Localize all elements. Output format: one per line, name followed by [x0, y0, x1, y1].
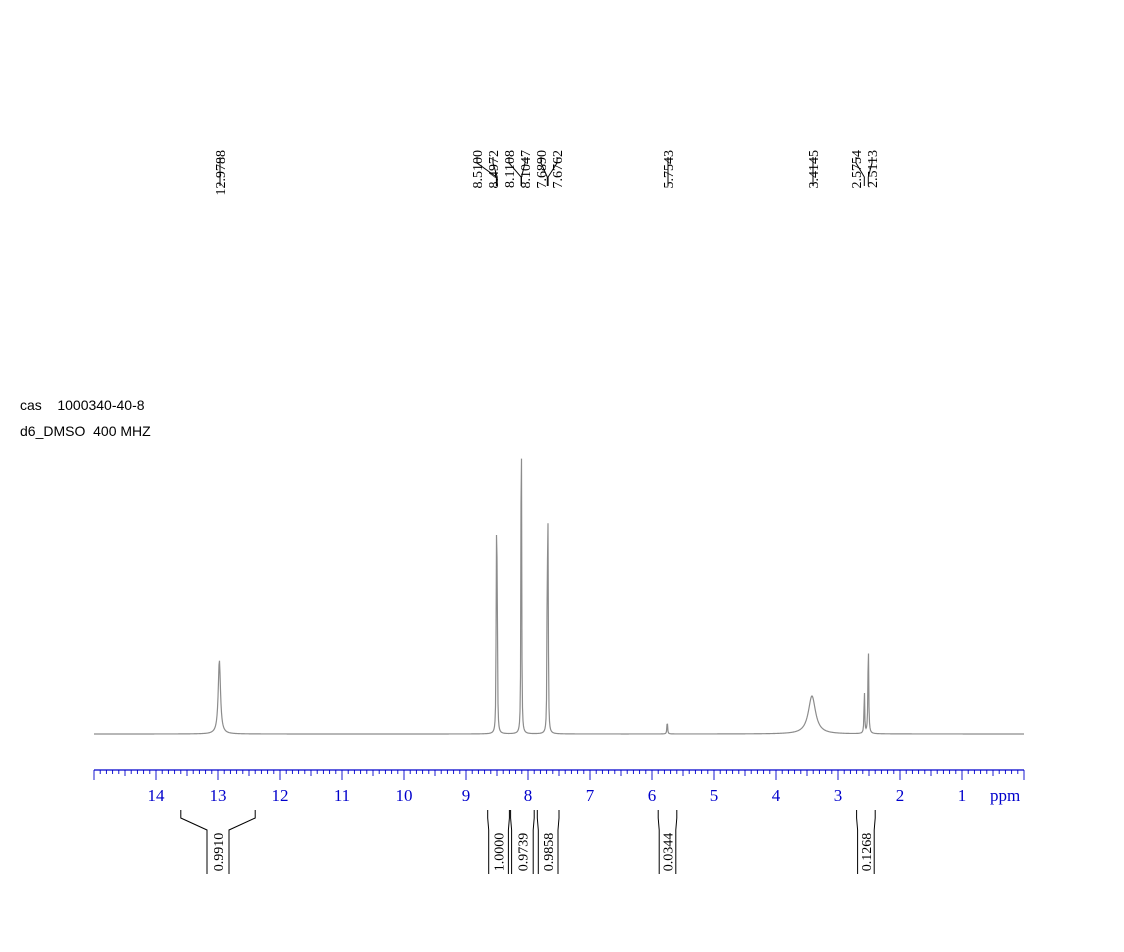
peak-label: 8.1047: [519, 150, 534, 189]
integral-bracket: [507, 810, 510, 874]
peak-label: 12.9788: [214, 150, 229, 196]
integral-value: 0.1268: [860, 833, 875, 872]
peak-leader: [547, 157, 558, 186]
peak-label: 2.5113: [866, 150, 881, 188]
peak-label: 8.1108: [503, 150, 518, 188]
peak-leader: [476, 157, 497, 186]
spectrum-trace: [94, 458, 1024, 735]
peak-label-layer: 12.9788 8.5100 8.4972 8.1108 8.1047 7.6890 7.6…: [214, 150, 881, 196]
axis-tick-label: 2: [896, 786, 905, 805]
axis-tick-label: 10: [396, 786, 413, 805]
integral-layer: 0.9910 1.0000 0.9739 0.9858 0.0344 0.1268: [180, 810, 876, 874]
axis-tick-label: 12: [272, 786, 289, 805]
peak-label: 8.5100: [471, 150, 486, 189]
integral-value: 0.9858: [542, 833, 557, 872]
peak-leader: [540, 157, 548, 186]
integral-bracket: [856, 810, 859, 874]
integral-bracket: [675, 810, 678, 874]
solvent-frequency-label: d6_DMSO 400 MHZ: [20, 423, 151, 439]
axis-tick-label: 6: [648, 786, 657, 805]
axis-tick-label: 11: [334, 786, 350, 805]
axis-tick-label: 1: [958, 786, 967, 805]
peak-leader: [867, 157, 873, 186]
peak-label: 5.7543: [662, 150, 677, 189]
peak-label: 7.6762: [551, 150, 566, 189]
integral-bracket: [228, 810, 256, 874]
axis-tick-label: 7: [586, 786, 595, 805]
sample-cas-label: cas 1000340-40-8: [20, 397, 145, 413]
integral-value: 1.0000: [493, 833, 508, 872]
integral-bracket: [657, 810, 660, 874]
integral-bracket: [487, 810, 490, 874]
axis-tick-label: 3: [834, 786, 843, 805]
trace-layer: [94, 458, 1024, 735]
integral-bracket: [873, 810, 876, 874]
axis-unit-label: ppm: [990, 786, 1020, 805]
integral-value: 0.9739: [516, 833, 531, 872]
axis-tick-label: 8: [524, 786, 533, 805]
peak-leader: [521, 157, 526, 186]
integral-value: 0.0344: [662, 833, 677, 872]
axis-tick-label: 9: [462, 786, 471, 805]
axis-tick-label: 5: [710, 786, 719, 805]
integral-value: 0.9910: [212, 833, 227, 872]
axis-tick-label: 13: [210, 786, 227, 805]
integral-bracket: [510, 810, 513, 874]
integral-bracket: [180, 810, 208, 874]
peak-label: 7.6890: [535, 150, 550, 189]
peak-leader: [492, 157, 498, 186]
integral-bracket: [557, 810, 560, 874]
peak-leader: [855, 157, 865, 186]
integral-bracket: [536, 810, 539, 874]
ppm-axis: 14 13 12 11 10 9 8 7 6 5 4 3 2 1 ppm: [93, 769, 1025, 805]
axis-tick-label: 4: [772, 786, 781, 805]
peak-label: 3.4145: [807, 150, 822, 189]
peak-label: 2.5754: [850, 150, 865, 189]
axis-tick-label: 14: [148, 786, 166, 805]
integral-bracket: [532, 810, 535, 874]
